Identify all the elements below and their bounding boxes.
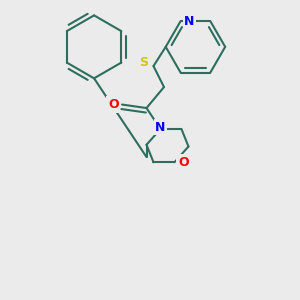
Text: N: N (155, 121, 166, 134)
Text: O: O (108, 98, 119, 111)
Text: S: S (139, 56, 148, 69)
Text: O: O (178, 156, 188, 169)
Text: N: N (184, 15, 194, 28)
